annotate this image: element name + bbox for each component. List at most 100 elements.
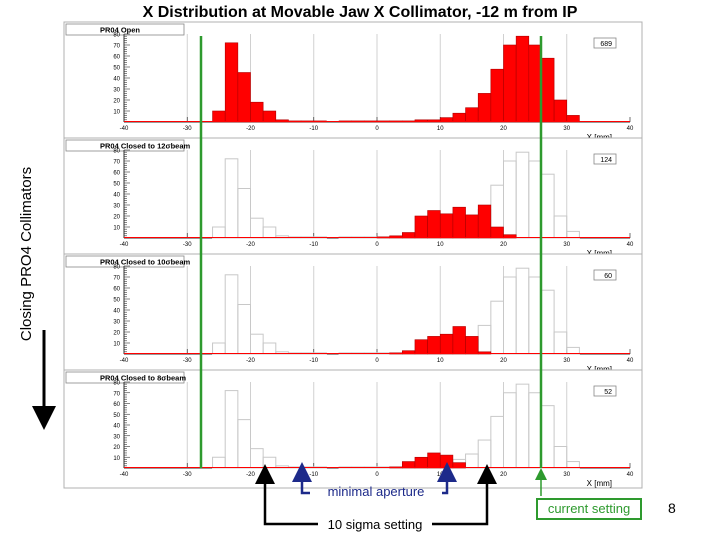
histogram-bin (452, 326, 466, 355)
histogram-bin (224, 42, 239, 123)
x-tick-label: -10 (309, 126, 318, 132)
x-tick-label: 30 (563, 242, 570, 248)
histogram-bin (541, 57, 555, 123)
y-tick-label: 50 (113, 298, 120, 304)
histogram-bin (452, 206, 466, 239)
panel-frame (63, 137, 643, 259)
histogram-bin (490, 68, 504, 123)
x-tick-label: 40 (627, 358, 634, 364)
x-tick-label: -10 (309, 242, 318, 248)
histogram-bin (212, 110, 226, 123)
x-tick-label: -40 (120, 358, 129, 364)
x-tick-label: 10 (437, 242, 444, 248)
y-tick-label: 40 (113, 309, 120, 315)
histogram-bin (427, 210, 441, 239)
histogram-bin (490, 226, 504, 239)
histogram-bin (465, 214, 479, 239)
x-tick-label: 20 (500, 242, 507, 248)
y-tick-label: 40 (113, 193, 120, 199)
stat-box (593, 37, 617, 49)
x-tick-label: -30 (183, 472, 192, 478)
x-tick-label: -20 (246, 358, 255, 364)
histogram-bin (528, 44, 542, 123)
histogram-bin (477, 204, 492, 239)
filled-series (376, 204, 517, 239)
histogram-panel-3: PR04 Closed to 10σbeam 60 10 20 30 40 50 60 70 80… (63, 253, 643, 375)
y-tick-label: 80 (113, 33, 120, 39)
x-tick-label: -40 (120, 126, 129, 132)
y-tick-label: 10 (113, 110, 120, 116)
histogram-bin (427, 452, 441, 469)
histogram-bin (250, 101, 264, 123)
panel-title: PR04 Closed to 12σbeam (100, 142, 190, 151)
panel-title-box (65, 371, 185, 384)
histogram-bin (414, 339, 428, 355)
histogram-bin (414, 456, 428, 469)
histogram-bin (439, 454, 454, 469)
histogram-bin (427, 336, 441, 355)
x-tick-label: -10 (309, 358, 318, 364)
panel-title-box (65, 255, 185, 268)
y-tick-label: 40 (113, 77, 120, 83)
panel-title: PR04 Closed to 10σbeam (100, 258, 190, 267)
y-tick-label: 20 (113, 99, 120, 105)
y-tick-label: 70 (113, 44, 120, 50)
y-tick-label: 30 (113, 204, 120, 210)
panel-title-box (65, 23, 185, 36)
histogram-panel-1: PR04 Open 689 10 20 30 40 50 60 70 80 -40 -30 -20 -10… (63, 21, 643, 143)
x-tick-label: 20 (500, 126, 507, 132)
histogram-bin (553, 99, 568, 123)
histogram-bin (465, 107, 479, 123)
histogram-bin (503, 44, 517, 123)
y-tick-label: 30 (113, 434, 120, 440)
current-setting-label: current setting (536, 498, 642, 520)
y-tick-label: 20 (113, 445, 120, 451)
panel-title: PR04 Open (100, 26, 140, 35)
y-tick-label: 60 (113, 287, 120, 293)
stat-value: 124 (600, 157, 612, 164)
x-tick-label: -30 (183, 358, 192, 364)
x-tick-label: -40 (120, 472, 129, 478)
x-tick-label: 40 (627, 126, 634, 132)
x-tick-label: 0 (375, 242, 379, 248)
histogram-panel-2: PR04 Closed to 12σbeam 124 10 20 30 40 50 60 70 8… (63, 137, 643, 259)
stat-box (593, 153, 617, 165)
y-tick-label: 60 (113, 171, 120, 177)
panel-title: PR04 Closed to 8σbeam (100, 374, 186, 383)
y-tick-label: 30 (113, 88, 120, 94)
y-tick-label: 40 (113, 424, 120, 430)
y-tick-label: 20 (113, 331, 120, 337)
panel-frame (63, 21, 643, 143)
x-tick-label: -10 (309, 472, 318, 478)
y-tick-label: 80 (113, 381, 120, 387)
ten-sigma-label: 10 sigma setting (327, 517, 423, 532)
y-tick-label: 50 (113, 413, 120, 419)
x-tick-label: -20 (246, 242, 255, 248)
histogram-bin (414, 215, 428, 239)
panel-frame (63, 369, 643, 489)
histogram-bin (439, 213, 454, 239)
y-tick-label: 60 (113, 55, 120, 61)
x-tick-label: -30 (183, 126, 192, 132)
y-tick-label: 10 (113, 456, 120, 462)
stat-value: 52 (604, 389, 612, 396)
ten-sigma-bracket-left (263, 478, 318, 526)
y-tick-label: 30 (113, 320, 120, 326)
histogram-bin (452, 112, 466, 123)
y-tick-label: 50 (113, 66, 120, 72)
x-tick-label: 10 (437, 126, 444, 132)
histogram-bin (477, 93, 492, 123)
histogram-bin (465, 336, 479, 355)
x-axis-label: X [mm] (587, 479, 612, 488)
slide-number: 8 (668, 500, 676, 516)
x-tick-label: -40 (120, 242, 129, 248)
x-tick-label: 40 (627, 472, 634, 478)
y-tick-label: 70 (113, 391, 120, 397)
page-title: X Distribution at Movable Jaw X Collimat… (142, 4, 578, 21)
y-tick-label: 20 (113, 215, 120, 221)
stat-value: 689 (600, 41, 612, 48)
stat-box (593, 385, 617, 397)
y-tick-label: 70 (113, 160, 120, 166)
x-tick-label: -20 (246, 126, 255, 132)
